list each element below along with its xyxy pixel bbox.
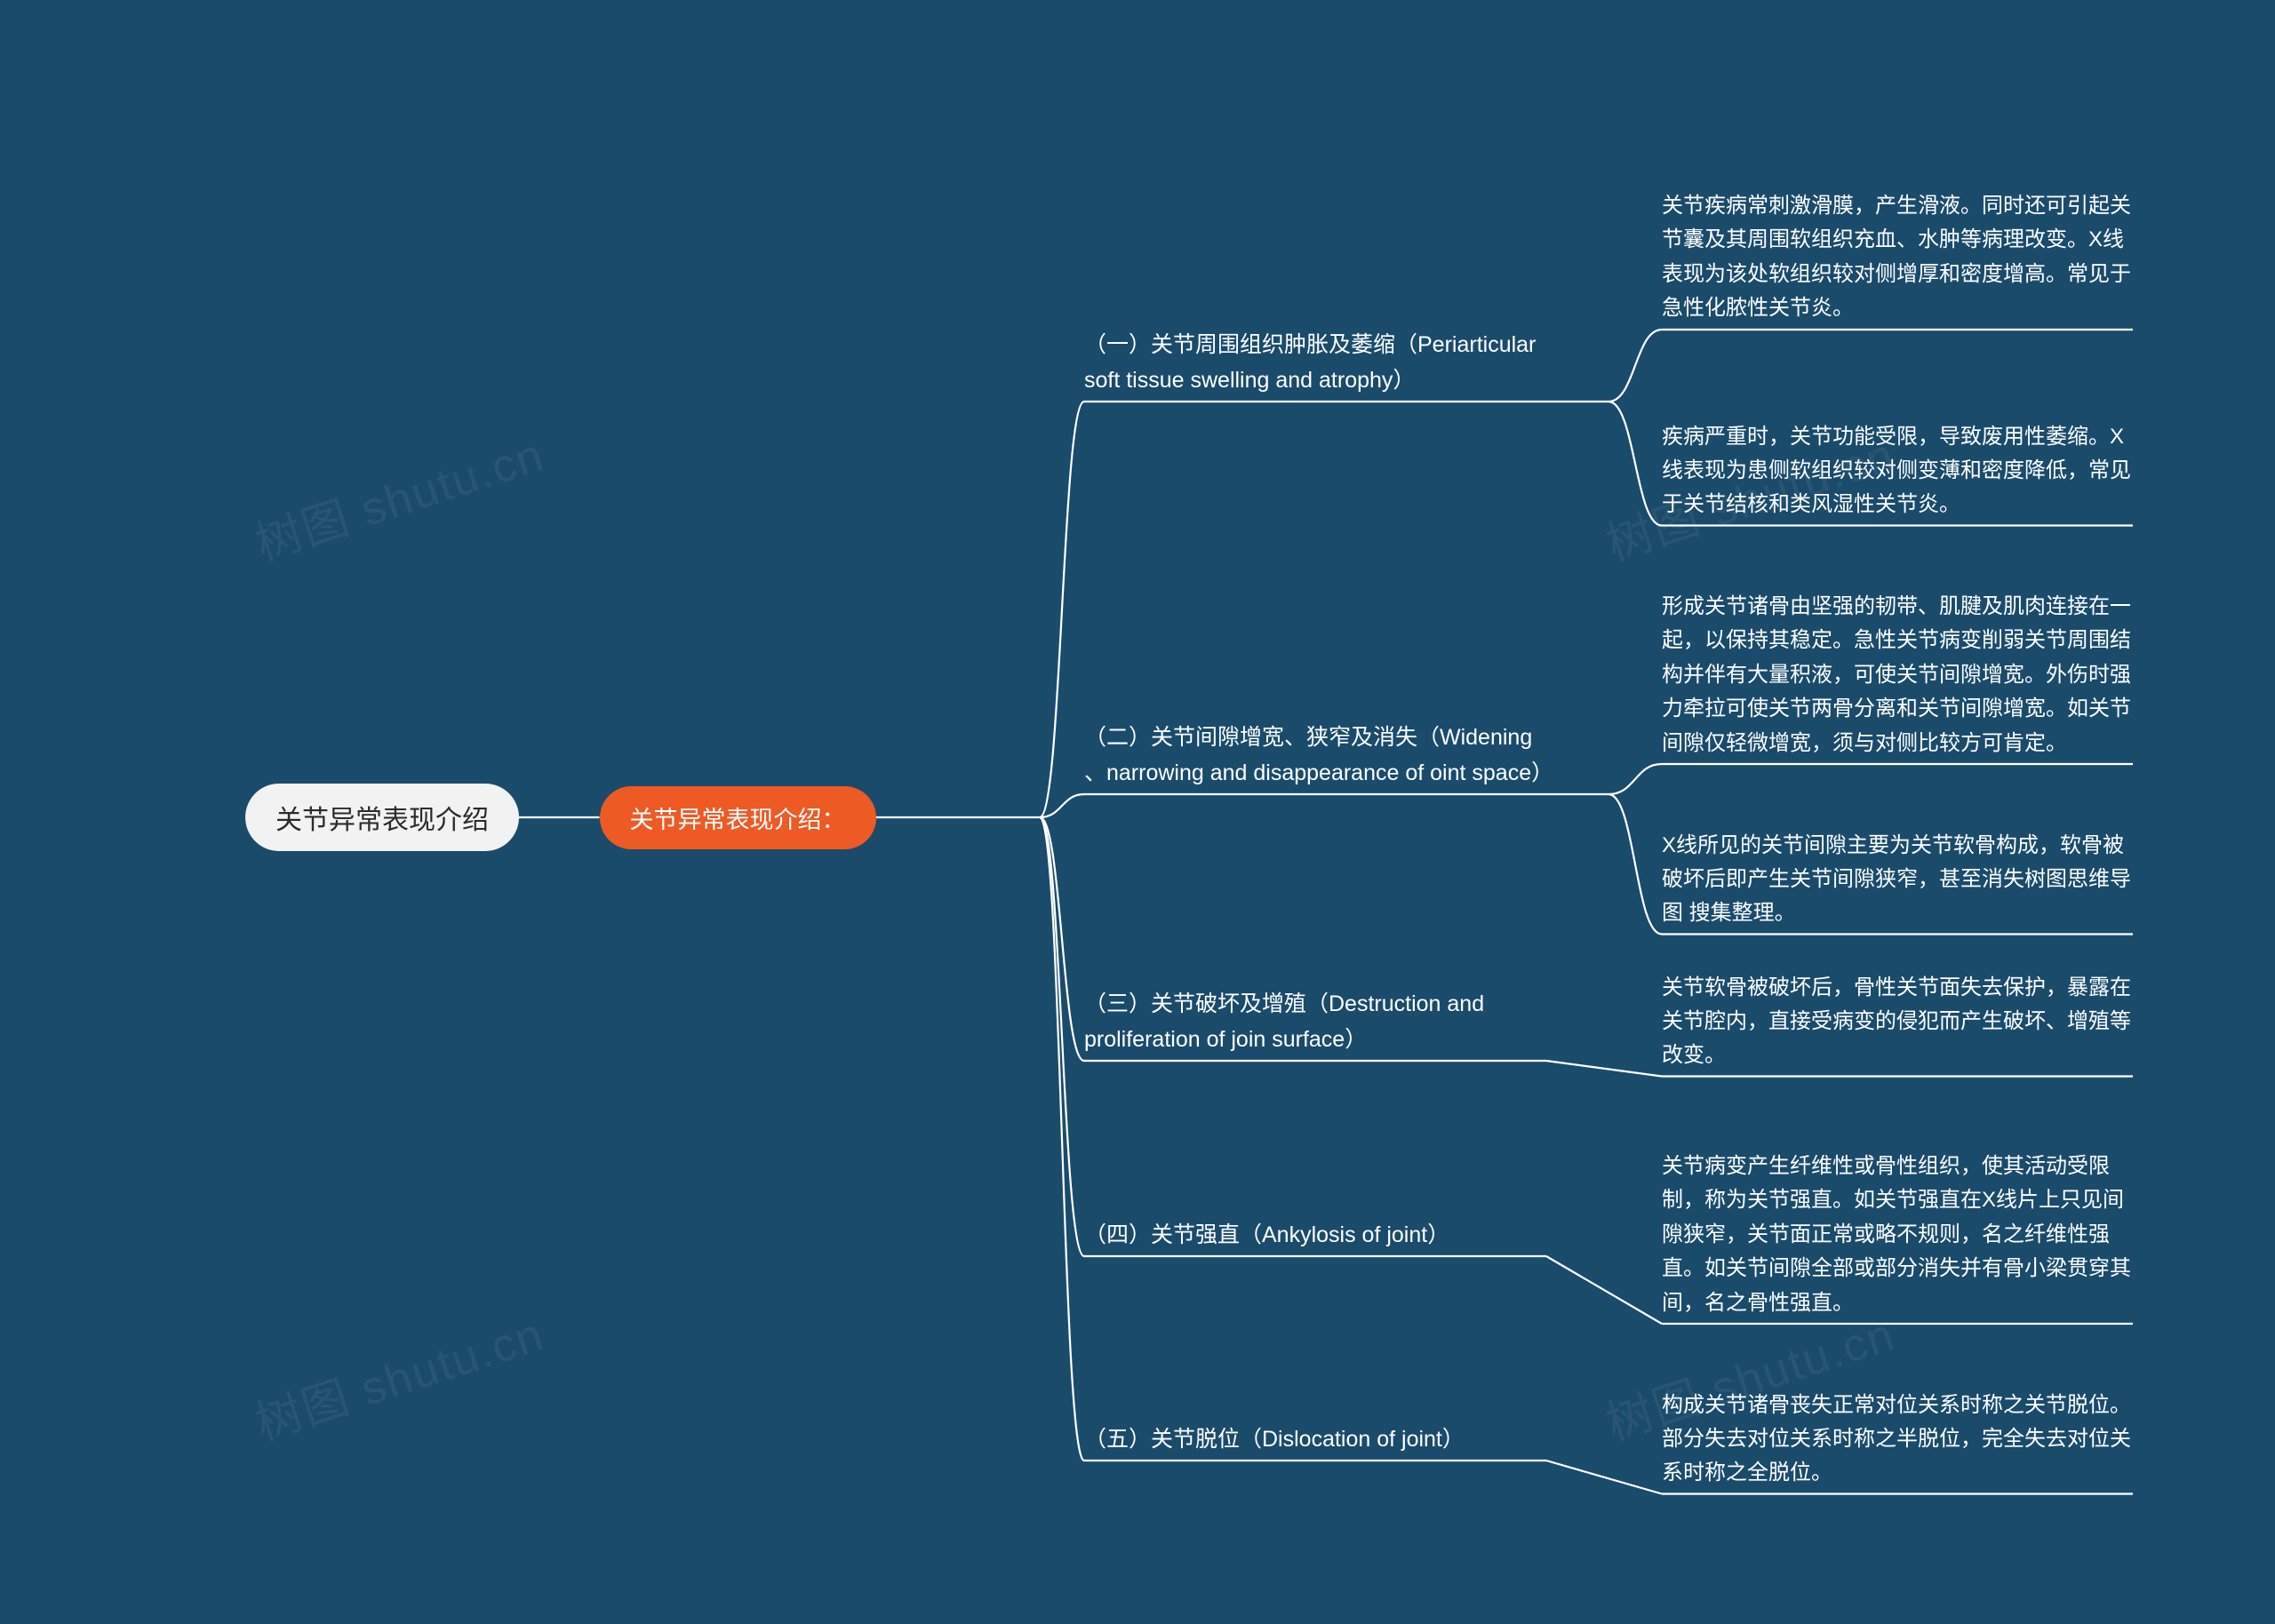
root-label: 关节异常表现介绍	[275, 798, 489, 837]
root-node: 关节异常表现介绍	[245, 784, 519, 851]
branch-node-5: （五）关节脱位（Dislocation of joint）	[1084, 1421, 1546, 1457]
main-label: 关节异常表现介绍：	[630, 800, 846, 835]
leaf-node-3-1: 关节软骨被破坏后，骨性关节面失去保护，暴露在关节腔内，直接受病变的侵犯而产生破坏…	[1662, 971, 2133, 1073]
leaf-node-5-1: 构成关节诸骨丧失正常对位关系时称之关节脱位。部分失去对位关系时称之半脱位，完全失…	[1662, 1389, 2133, 1491]
main-node: 关节异常表现介绍：	[600, 786, 876, 849]
leaf-node-1-1: 关节疾病常刺激滑膜，产生滑液。同时还可引起关节囊及其周围软组织充血、水肿等病理改…	[1662, 189, 2133, 326]
branch-node-2: （二）关节间隙增宽、狭窄及消失（Widening 、narrowing and …	[1084, 720, 1546, 791]
leaf-node-2-2: X线所见的关节间隙主要为关节软骨构成，软骨被破坏后即产生关节间隙狭窄，甚至消失树…	[1662, 829, 2133, 931]
branch-node-3: （三）关节破坏及增殖（Destruction and proliferation…	[1084, 986, 1546, 1057]
branch-node-4: （四）关节强直（Ankylosis of joint）	[1084, 1217, 1546, 1253]
leaf-node-2-1: 形成关节诸骨由坚强的韧带、肌腱及肌肉连接在一起，以保持其稳定。急性关节病变削弱关…	[1662, 590, 2133, 760]
leaf-node-4-1: 关节病变产生纤维性或骨性组织，使其活动受限制，称为关节强直。如关节强直在X线片上…	[1662, 1150, 2133, 1320]
leaf-node-1-2: 疾病严重时，关节功能受限，导致废用性萎缩。X线表现为患侧软组织较对侧变薄和密度降…	[1662, 420, 2133, 522]
branch-node-1: （一）关节周围组织肿胀及萎缩（Periarticular soft tissue…	[1084, 327, 1546, 398]
